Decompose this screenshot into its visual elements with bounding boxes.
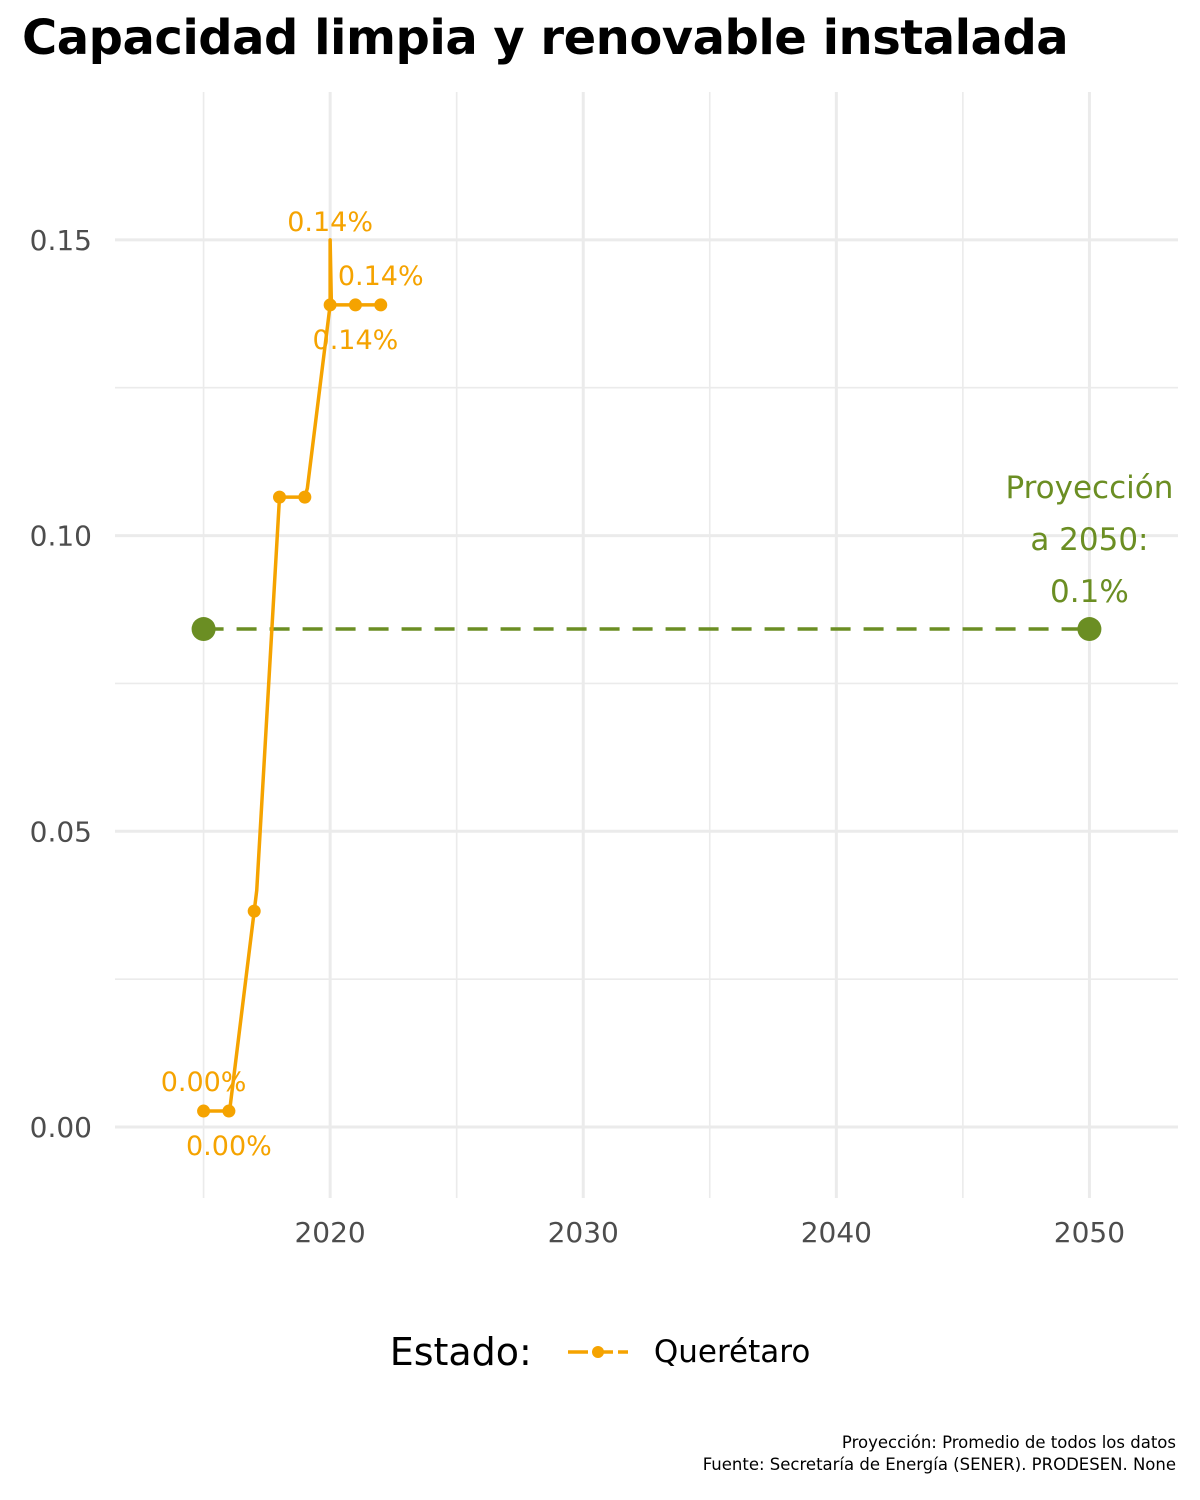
projection-layer: Proyección a 2050: 0.1%	[191, 470, 1173, 642]
data-label: 0.00%	[161, 1067, 247, 1098]
y-tick-label: 0.10	[30, 520, 92, 553]
legend: Estado: Querétaro	[0, 1330, 1200, 1374]
series-point	[323, 298, 337, 312]
caption-line-projection: Proyección: Promedio de todos los datos	[841, 1433, 1176, 1452]
data-label: 0.14%	[313, 325, 399, 356]
y-axis-ticks: 0.00 0.05 0.10 0.15	[30, 224, 92, 1144]
x-tick-label: 2020	[294, 1216, 365, 1249]
x-tick-label: 2030	[548, 1216, 619, 1249]
series-point	[348, 298, 362, 312]
series-point	[374, 298, 388, 312]
series-point	[273, 490, 287, 504]
series-point	[247, 904, 261, 918]
series-line	[203, 238, 381, 1113]
y-tick-label: 0.05	[30, 815, 92, 848]
chart-plot: 0.00 0.05 0.10 0.15 2020 2030 2040 2050 Proyec…	[30, 92, 1178, 1249]
series-point	[298, 490, 312, 504]
projection-point	[1077, 617, 1102, 642]
grid-lines	[115, 92, 1178, 1198]
data-labels: 0.00% 0.00% 0.14% 0.14% 0.14%	[161, 207, 424, 1162]
projection-label-line: Proyección	[1005, 470, 1173, 506]
y-tick-label: 0.00	[30, 1111, 92, 1144]
series-layer	[197, 238, 388, 1118]
data-label: 0.14%	[287, 207, 373, 238]
series-point	[197, 1104, 211, 1118]
x-tick-label: 2050	[1054, 1216, 1125, 1249]
projection-label-line: 0.1%	[1050, 574, 1129, 610]
projection-point	[191, 617, 216, 642]
x-tick-label: 2040	[801, 1216, 872, 1249]
x-axis-ticks: 2020 2030 2040 2050	[294, 1216, 1125, 1249]
projection-label-line: a 2050:	[1030, 522, 1148, 558]
y-tick-label: 0.15	[30, 224, 92, 257]
data-label: 0.00%	[186, 1131, 272, 1162]
caption-line-source: Fuente: Secretaría de Energía (SENER). P…	[702, 1455, 1176, 1474]
legend-key-line-icon	[567, 1346, 628, 1358]
legend-label-queretaro: Querétaro	[653, 1334, 811, 1370]
caption: Proyección: Promedio de todos los datos …	[703, 1432, 1176, 1476]
series-point	[222, 1104, 236, 1118]
chart-title: Capacidad limpia y renovable instalada	[22, 10, 1069, 66]
data-label: 0.14%	[338, 261, 424, 292]
legend-title: Estado:	[389, 1330, 532, 1374]
